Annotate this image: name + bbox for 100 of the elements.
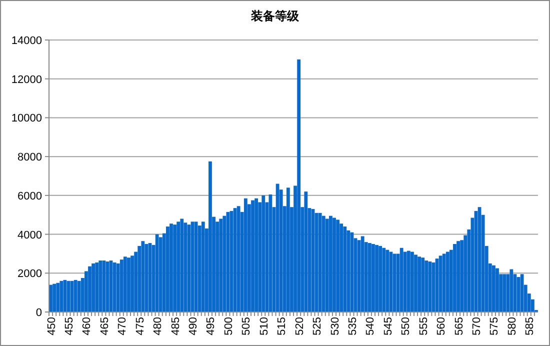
bar [453,244,456,312]
bar [141,241,145,312]
bar [222,216,226,312]
bar [208,161,212,312]
x-tick-label: 495 [205,317,218,336]
x-tick-label: 525 [312,317,324,336]
x-tick-label: 485 [170,317,182,336]
bar [60,280,64,312]
bar [418,256,421,312]
x-tick-label: 565 [453,317,466,336]
bar [414,254,418,312]
bar [492,265,496,312]
bar [389,252,393,312]
bar [120,260,124,312]
bar [375,244,378,312]
bar [198,226,202,312]
x-tick-label: 545 [382,317,394,336]
bar [318,212,322,312]
x-tick-label: 585 [524,317,536,336]
bar [410,252,414,312]
x-tick-label: 535 [346,317,359,336]
y-tick-label: 14000 [11,35,42,47]
bar [368,243,372,312]
bar [322,216,326,312]
x-tick-label: 555 [418,317,430,336]
bar [194,222,198,312]
bar [155,234,159,312]
bar [336,220,340,312]
x-tick-label: 570 [470,317,483,336]
bar [357,240,361,312]
bar [304,192,308,312]
bar [130,256,134,312]
bar [112,262,116,312]
y-tick-label: 12000 [11,74,42,86]
bar [428,261,432,312]
x-tick-label: 515 [276,317,288,336]
bar [74,280,78,312]
x-tick-label: 580 [506,317,518,336]
bar [446,252,450,312]
bar [116,263,120,312]
y-tick-label: 0 [36,307,42,319]
x-tick-label: 560 [436,317,448,336]
x-tick-label: 520 [294,317,306,336]
y-tick-label: 4000 [18,229,42,242]
bar [170,224,173,312]
bar [144,244,148,312]
bar [254,198,258,312]
bar [244,198,248,312]
bar [52,284,56,312]
bar [276,184,280,312]
y-tick-label: 6000 [18,190,42,202]
bar [63,280,67,312]
x-tick-label: 470 [116,317,129,336]
x-tick-label: 530 [329,317,342,336]
bar [406,250,410,312]
bar [56,282,60,312]
x-tick-label: 455 [63,317,76,336]
bar [98,260,102,312]
y-tick-label: 10000 [11,112,42,125]
x-tick-label: 505 [240,317,253,336]
bar [226,212,230,312]
x-tick-label: 450 [46,317,58,336]
y-tick-label: 8000 [18,152,42,164]
x-tick-label: 490 [188,317,200,336]
bar [176,222,180,312]
bar [421,258,425,312]
x-tick-label: 460 [81,317,94,336]
bar [438,256,442,312]
bar [343,226,347,312]
bar [502,274,506,312]
bar [262,195,266,312]
bar [123,256,127,312]
bar [360,236,364,312]
bar [297,59,301,312]
bar [77,280,81,312]
bar [442,254,446,312]
x-tick-label: 550 [400,317,412,336]
x-tick-label: 480 [152,317,164,336]
bar [382,248,386,312]
x-tick-label: 575 [488,317,501,336]
bar [340,224,344,312]
bar [184,222,188,312]
bar [201,222,205,312]
bar [173,224,176,312]
bar [180,218,184,312]
bar [332,218,336,312]
bar [329,216,332,312]
bar [286,188,290,312]
x-tick-label: 510 [258,317,270,336]
bar [88,266,92,312]
x-tick-label: 475 [134,317,146,336]
bar [95,262,99,312]
bar [372,244,375,312]
bar [158,237,162,312]
bar [92,263,95,312]
bar [219,218,223,312]
bar [251,200,254,312]
bar [424,260,428,312]
chart-title: 装备等级 [250,9,300,23]
y-tick-label: 2000 [18,268,42,280]
